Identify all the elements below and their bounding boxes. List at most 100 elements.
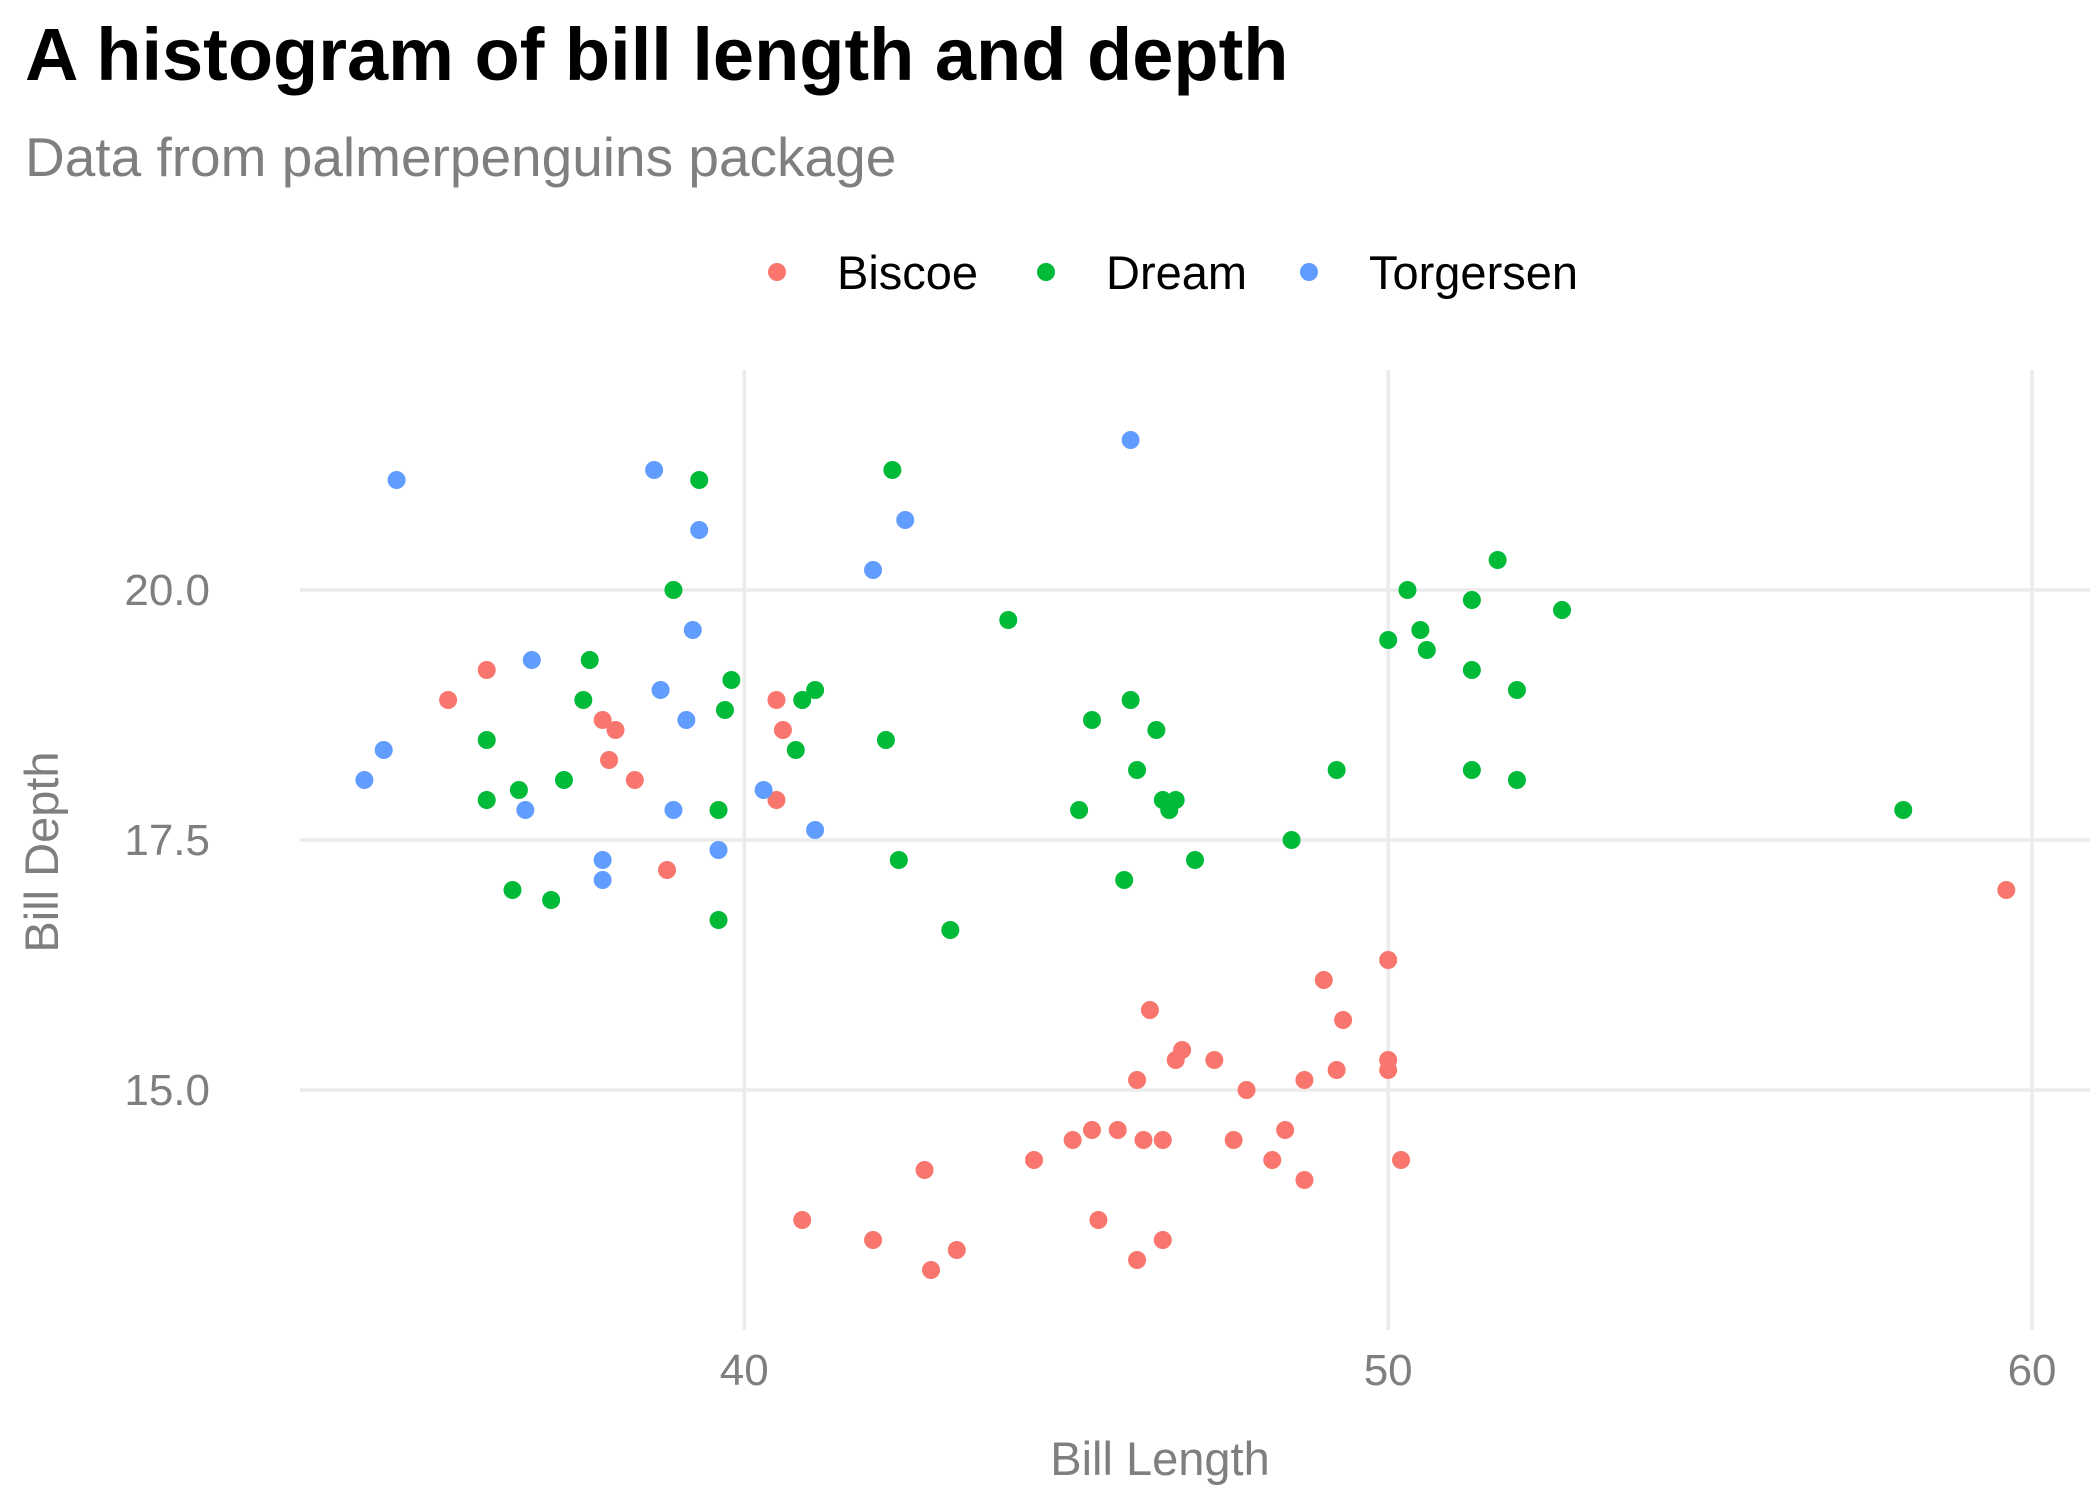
data-point: [1153, 1131, 1172, 1149]
data-point: [1070, 801, 1089, 819]
data-point: [915, 1161, 934, 1179]
data-point: [941, 921, 960, 939]
data-point: [1224, 1131, 1243, 1149]
data-point: [1140, 1001, 1159, 1019]
legend: Biscoe Dream Torgersen: [768, 246, 1578, 299]
data-point: [806, 681, 825, 699]
data-point: [664, 801, 683, 819]
data-point: [773, 721, 792, 739]
data-point: [1314, 971, 1333, 989]
data-point: [1462, 661, 1481, 679]
data-point: [509, 781, 528, 799]
data-point: [439, 691, 458, 709]
data-point: [876, 731, 895, 749]
data-point: [1186, 851, 1204, 869]
data-point: [477, 791, 496, 809]
chart-title: A histogram of bill length and depth: [25, 13, 1289, 96]
data-point: [767, 691, 786, 709]
data-point: [1462, 761, 1481, 779]
data-point: [1295, 1071, 1314, 1089]
series-torgersen: [355, 431, 1140, 889]
data-point: [709, 801, 728, 819]
data-point: [593, 871, 612, 889]
data-point: [1488, 551, 1507, 569]
data-point: [1128, 761, 1147, 779]
data-point: [683, 621, 702, 639]
data-point: [606, 721, 625, 739]
legend-item-biscoe: Biscoe: [768, 246, 978, 299]
data-point: [1334, 1011, 1353, 1029]
data-point: [593, 851, 612, 869]
data-point: [542, 891, 561, 909]
data-point: [593, 711, 612, 729]
legend-key: [768, 263, 786, 281]
data-point: [477, 661, 496, 679]
series-biscoe: [439, 661, 2016, 1279]
data-point: [1082, 1121, 1101, 1139]
x-axis-title: Bill Length: [1050, 1432, 1270, 1485]
y-axis-title: Bill Depth: [15, 751, 68, 952]
data-point: [1398, 581, 1417, 599]
legend-label: Dream: [1106, 246, 1247, 299]
data-point: [477, 731, 496, 749]
data-point: [387, 471, 406, 489]
data-point: [1153, 1231, 1172, 1249]
legend-label: Torgersen: [1369, 246, 1578, 299]
legend-label: Biscoe: [837, 246, 978, 299]
data-point: [1128, 1071, 1147, 1089]
y-tick-label: 15.0: [124, 1066, 210, 1115]
data-point: [1121, 431, 1140, 449]
data-point: [1237, 1081, 1256, 1099]
legend-key: [1037, 263, 1055, 281]
data-point: [1108, 1121, 1127, 1139]
data-point: [1379, 951, 1398, 969]
data-point: [864, 561, 883, 579]
data-point: [1134, 1131, 1153, 1149]
chart-subtitle: Data from palmerpenguins package: [25, 126, 897, 188]
data-point: [806, 821, 825, 839]
data-point: [709, 841, 728, 859]
data-point: [709, 911, 728, 929]
data-point: [516, 801, 535, 819]
x-tick-label: 40: [720, 1346, 769, 1395]
data-point: [651, 681, 670, 699]
data-point: [1327, 1061, 1346, 1079]
data-point: [1379, 631, 1398, 649]
data-point: [574, 691, 593, 709]
x-tick-label: 60: [2008, 1346, 2057, 1395]
data-point: [664, 581, 683, 599]
data-point: [1327, 761, 1346, 779]
data-point: [722, 671, 741, 689]
data-point: [1082, 711, 1101, 729]
data-point: [690, 471, 709, 489]
data-point: [896, 511, 915, 529]
data-point: [864, 1231, 883, 1249]
data-point: [1089, 1211, 1108, 1229]
data-point: [1063, 1131, 1082, 1149]
data-point: [522, 651, 541, 669]
data-points: [355, 431, 2016, 1279]
data-point: [1147, 721, 1166, 739]
data-point: [355, 771, 374, 789]
data-point: [1276, 1121, 1295, 1139]
data-point: [1282, 831, 1301, 849]
data-point: [1392, 1151, 1411, 1169]
data-point: [690, 521, 709, 539]
data-point: [767, 791, 786, 809]
data-point: [374, 741, 393, 759]
grid: [300, 370, 2090, 1330]
data-point: [1295, 1171, 1314, 1189]
legend-item-dream: Dream: [1037, 246, 1247, 299]
data-point: [1166, 791, 1185, 809]
data-point: [1205, 1051, 1224, 1069]
data-point: [889, 851, 908, 869]
data-point: [1115, 871, 1134, 889]
data-point: [715, 701, 734, 719]
data-point: [1894, 801, 1913, 819]
data-point: [1025, 1151, 1044, 1169]
data-point: [1263, 1151, 1282, 1169]
data-point: [625, 771, 644, 789]
data-point: [1507, 771, 1526, 789]
data-point: [658, 861, 677, 879]
legend-item-torgersen: Torgersen: [1300, 246, 1578, 299]
